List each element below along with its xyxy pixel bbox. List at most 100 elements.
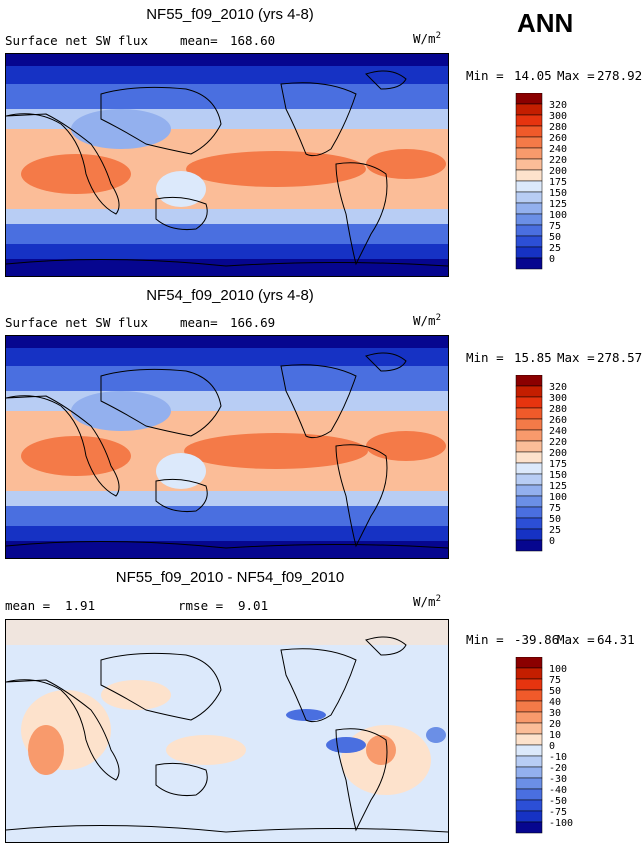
panel3-coastlines — [6, 636, 448, 833]
colorbar-swatch — [515, 711, 543, 724]
colorbar-swatch — [515, 451, 543, 464]
panel2-pacific-max — [184, 433, 368, 469]
colorbar-tick-label: 260 — [549, 133, 567, 144]
panel3-max-value: 64.31 — [597, 632, 635, 647]
colorbar-swatch — [515, 246, 543, 259]
colorbar-swatch — [515, 235, 543, 248]
panel2-mean-value: 166.69 — [230, 315, 276, 330]
panel1-units: W/m2 — [413, 31, 441, 47]
colorbar-swatch — [515, 180, 543, 193]
panel3-samerica-peak — [366, 735, 396, 765]
colorbar-tick-label: 75 — [549, 503, 561, 514]
colorbar-tick-label: -30 — [549, 774, 567, 785]
panel3-min-label: Min = — [466, 632, 504, 647]
season-label: ANN — [517, 8, 574, 38]
colorbar-tick-label: 220 — [549, 155, 567, 166]
colorbar-tick-label: 30 — [549, 708, 561, 719]
colorbar-tick-label: -100 — [549, 818, 573, 829]
colorbar-swatch — [515, 213, 543, 226]
panel1-map — [5, 53, 449, 277]
panel3-arctic-positive — [6, 620, 448, 645]
colorbar-swatch — [515, 667, 543, 680]
colorbar-swatch — [515, 93, 543, 105]
panel2-mean-label: mean= — [180, 315, 218, 330]
colorbar-tick-label: 10 — [549, 730, 561, 741]
colorbar-tick-label: 200 — [549, 166, 567, 177]
colorbar-swatch — [515, 103, 543, 116]
colorbar-tick-label: 300 — [549, 393, 567, 404]
panel2-max-value: 278.57 — [597, 350, 643, 365]
colorbar-tick-label: 0 — [549, 741, 555, 752]
colorbar-tick-label: 20 — [549, 719, 561, 730]
colorbar-tick-label: 320 — [549, 100, 567, 111]
colorbar-swatch — [515, 495, 543, 508]
panel3-units: W/m2 — [413, 594, 441, 610]
colorbar-swatch — [515, 396, 543, 409]
colorbar-swatch — [515, 755, 543, 768]
panel1-min-label: Min = — [466, 68, 504, 83]
colorbar-swatch — [515, 506, 543, 519]
panel3-rmse-value: 9.01 — [238, 598, 269, 613]
panel3-map — [5, 619, 449, 843]
colorbar-tick-label: 280 — [549, 404, 567, 415]
colorbar-swatch — [515, 114, 543, 127]
colorbar-tick-label: -10 — [549, 752, 567, 763]
colorbar-swatch — [515, 202, 543, 215]
colorbar-tick-label: 50 — [549, 232, 561, 243]
colorbar-swatch — [515, 700, 543, 713]
panel3-atlantic-negative — [426, 727, 446, 743]
colorbar-swatch — [515, 158, 543, 171]
colorbar-swatch — [515, 678, 543, 691]
colorbar-swatch — [515, 429, 543, 442]
panel2-units: W/m2 — [413, 313, 441, 329]
panel2-arctic — [6, 336, 448, 348]
colorbar-tick-label: 50 — [549, 686, 561, 697]
colorbar-tick-label: 260 — [549, 415, 567, 426]
panel1-title: NF55_f09_2010 (yrs 4-8) — [146, 6, 314, 23]
panel1-variable: Surface net SW flux — [5, 33, 148, 48]
colorbar-tick-label: 300 — [549, 111, 567, 122]
colorbar-swatch — [515, 191, 543, 204]
colorbar-swatch — [515, 147, 543, 160]
colorbar-tick-label: 240 — [549, 426, 567, 437]
colorbar-swatch — [515, 657, 543, 669]
colorbar-swatch — [515, 528, 543, 541]
panel1-min-value: 14.05 — [514, 68, 552, 83]
colorbar-swatch — [515, 517, 543, 530]
panel1-mean-value: 168.60 — [230, 33, 276, 48]
colorbar-tick-label: 125 — [549, 481, 567, 492]
panel1-maritime-cloud — [156, 171, 206, 207]
colorbar-swatch — [515, 224, 543, 237]
colorbar-tick-label: 280 — [549, 122, 567, 133]
colorbar-swatch — [515, 722, 543, 735]
panel3-peru-negative — [326, 737, 366, 753]
colorbar-tick-label: 50 — [549, 514, 561, 525]
panel2-min-value: 15.85 — [514, 350, 552, 365]
colorbar-swatch — [515, 788, 543, 801]
colorbar-tick-label: 40 — [549, 697, 561, 708]
colorbar-tick-label: 125 — [549, 199, 567, 210]
panel1-coastlines — [6, 70, 448, 267]
colorbar-swatch — [515, 407, 543, 420]
colorbar-tick-label: 100 — [549, 492, 567, 503]
colorbar-swatch — [515, 744, 543, 757]
colorbar-swatch — [515, 375, 543, 387]
panel2-antarctic — [6, 541, 448, 558]
panel3-max-label: Max = — [557, 632, 595, 647]
colorbar-tick-label: 25 — [549, 243, 561, 254]
colorbar-swatch — [515, 689, 543, 702]
colorbar-swatch — [515, 440, 543, 453]
panel3-africa-peak — [28, 725, 64, 775]
panel3-min-value: -39.86 — [514, 632, 560, 647]
panel3-mean-value: 1.91 — [65, 598, 96, 613]
panel2-indian-max — [21, 436, 131, 476]
colorbar-tick-label: 175 — [549, 177, 567, 188]
colorbar-tick-label: -40 — [549, 785, 567, 796]
colorbar-swatch — [515, 777, 543, 790]
panel3-title: NF55_f09_2010 - NF54_f09_2010 — [115, 569, 345, 586]
colorbar-swatch — [515, 821, 543, 834]
colorbar-swatch — [515, 810, 543, 823]
